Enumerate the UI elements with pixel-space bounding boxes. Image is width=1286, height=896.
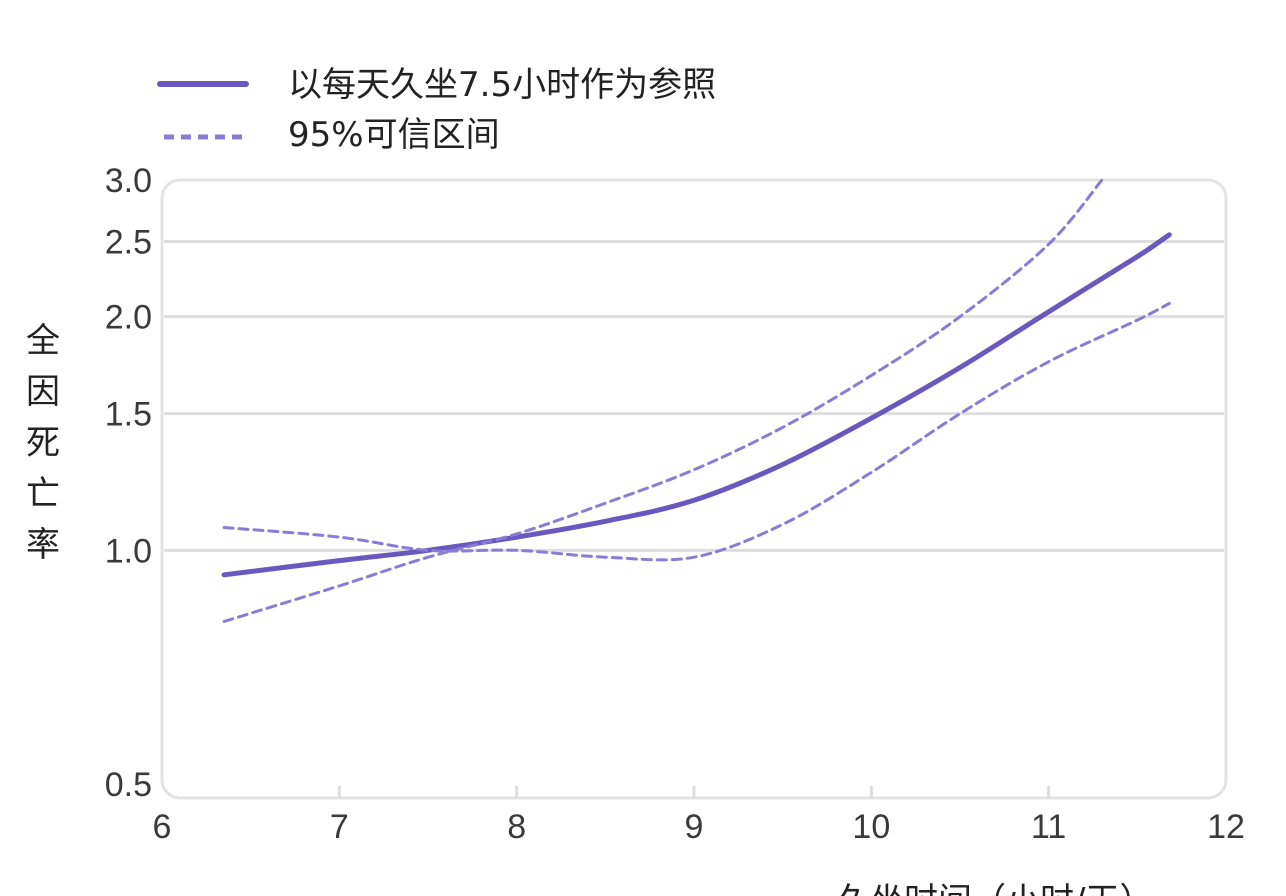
legend-label-reference: 以每天久坐7.5小时作为参照	[288, 65, 716, 105]
y-axis-label-char: 因	[26, 372, 60, 412]
y-tick-1.0: 1.0	[105, 532, 152, 570]
series-ci-upper-line	[222, 178, 1104, 623]
y-axis-label-char: 全	[26, 321, 60, 361]
x-tick-12: 12	[1207, 808, 1245, 846]
y-tick-1.5: 1.5	[105, 396, 152, 434]
series-ci-lower-line	[222, 302, 1171, 562]
y-tick-3.0: 3.0	[105, 162, 152, 200]
y-axis-label-char: 亡	[26, 474, 60, 514]
series-reference-line	[221, 232, 1172, 578]
legend: 以每天久坐7.5小时作为参照 95%可信区间	[157, 65, 716, 155]
y-tick-2.5: 2.5	[105, 223, 152, 261]
series-layer	[221, 178, 1172, 623]
x-tick-6: 6	[153, 808, 172, 846]
x-tick-11: 11	[1031, 808, 1066, 846]
x-tick-9: 9	[685, 808, 704, 846]
x-tick-labels: 6 7 8 9 10 11 12	[153, 786, 1245, 846]
legend-label-ci: 95%可信区间	[288, 115, 500, 155]
y-axis-label-char: 率	[26, 525, 60, 565]
x-tick-8: 8	[507, 808, 526, 846]
y-tick-2.0: 2.0	[105, 299, 152, 337]
x-tick-10: 10	[852, 808, 890, 846]
x-axis-label: 久坐时间（小时/天）	[836, 881, 1153, 896]
gridlines	[164, 239, 1224, 552]
y-axis-label-char: 死	[26, 423, 60, 463]
x-tick-7: 7	[330, 808, 349, 846]
y-tick-labels: 0.5 1.0 1.5 2.0 2.5 3.0	[105, 162, 152, 804]
y-tick-0.5: 0.5	[105, 766, 152, 804]
plot-area	[160, 178, 1228, 800]
